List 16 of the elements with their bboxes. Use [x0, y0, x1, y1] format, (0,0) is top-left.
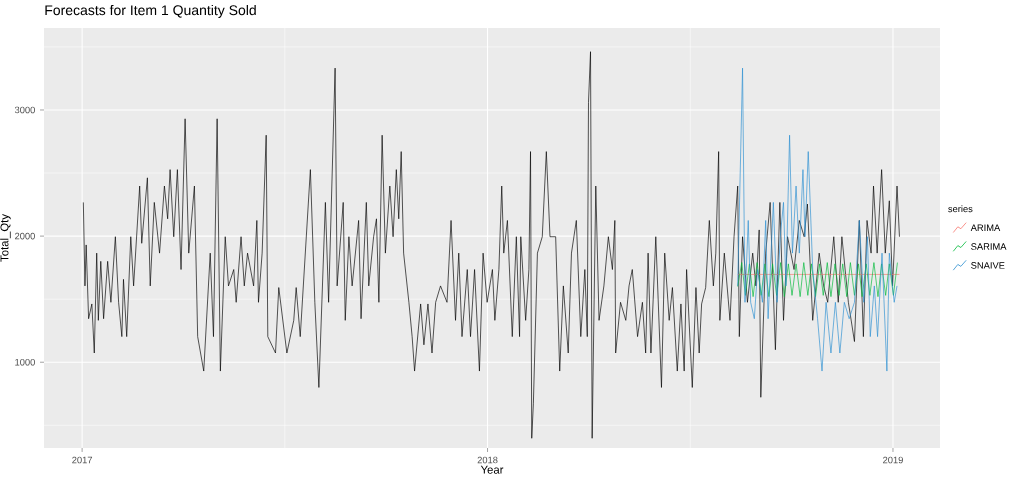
x-tick-label: 2018: [477, 456, 498, 464]
legend-label: SARIMA: [971, 243, 1007, 250]
x-axis-title: Year: [480, 465, 504, 474]
y-axis-title: Total_Qty: [0, 214, 11, 262]
legend-label: SNAIVE: [971, 262, 1005, 269]
chart-title: Forecasts for Item 1 Quantity Sold: [45, 4, 256, 18]
line-series: [737, 67, 898, 372]
y-tick-label: 1000: [15, 358, 35, 366]
x-tick-label: 2017: [72, 456, 93, 464]
y-tick-label: 3000: [14, 106, 35, 114]
line-series: [83, 51, 900, 439]
x-tick-label: 2019: [883, 456, 903, 464]
legend-title: series: [948, 205, 973, 213]
line-series: [737, 262, 898, 297]
legend-label: ARIMA: [970, 224, 1001, 231]
y-tick-label: 2000: [15, 232, 35, 240]
